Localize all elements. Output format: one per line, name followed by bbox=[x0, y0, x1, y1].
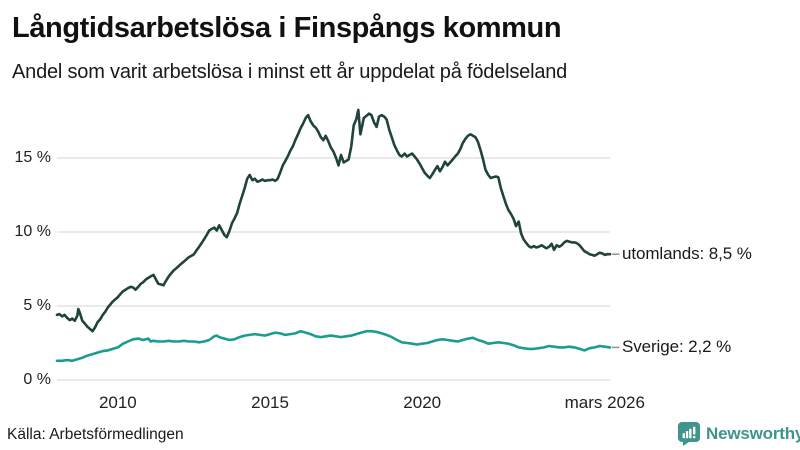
y-axis-tick-label: 15 % bbox=[14, 149, 51, 166]
series-end-label-utomlands: utomlands: 8,5 % bbox=[622, 244, 752, 264]
page-title: Långtidsarbetslösa i Finspångs kommun bbox=[12, 12, 562, 44]
x-axis-tick-label: 2010 bbox=[98, 393, 137, 412]
newsworthy-logo: Newsworthy bbox=[678, 422, 800, 446]
x-axis-tick-label: 2015 bbox=[251, 393, 289, 412]
x-axis-tick-label: 2020 bbox=[403, 393, 442, 412]
series-end-label-sverige: Sverige: 2,2 % bbox=[622, 337, 732, 357]
series-line-utomlands bbox=[55, 108, 612, 333]
y-axis-tick-label: 0 % bbox=[23, 371, 51, 388]
series-line-sverige bbox=[55, 329, 612, 363]
page-subtitle: Andel som varit arbetslösa i minst ett å… bbox=[12, 61, 568, 83]
y-axis-tick-label: 5 % bbox=[23, 297, 51, 314]
x-axis-tick-label: mars 2026 bbox=[564, 393, 645, 412]
newsworthy-logo-text: Newsworthy bbox=[706, 424, 800, 443]
x-axis-labels: 2010 2015 2020 mars 2026 bbox=[0, 393, 800, 415]
y-axis-labels: 0 % 5 % 10 % 15 % bbox=[0, 0, 51, 450]
y-axis-tick-label: 10 % bbox=[14, 223, 51, 240]
bar-chart-speech-bubble-icon bbox=[678, 422, 700, 446]
source-attribution: Källa: Arbetsförmedlingen bbox=[7, 426, 184, 443]
